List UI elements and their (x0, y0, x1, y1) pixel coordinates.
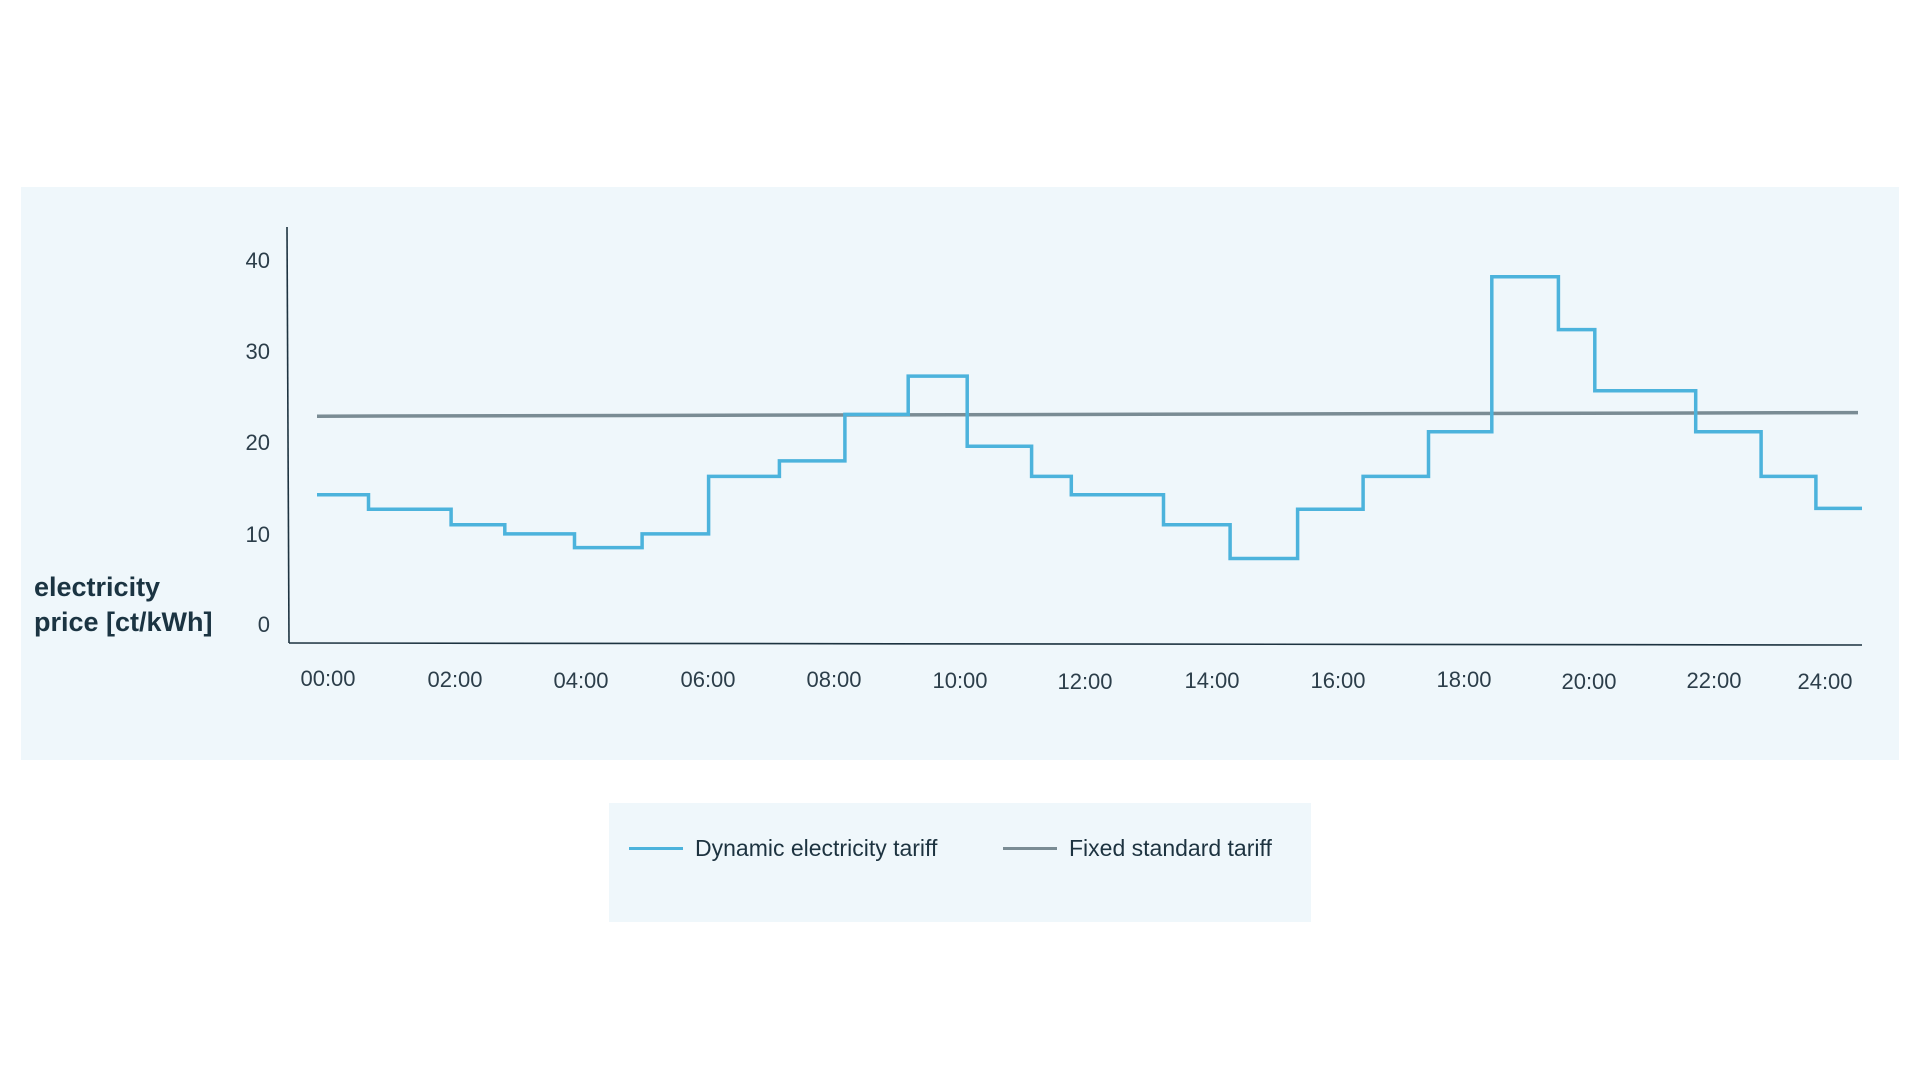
y-tick-label: 20 (245, 430, 270, 455)
y-tick-label: 0 (257, 612, 270, 637)
legend-label-dynamic: Dynamic electricity tariff (695, 835, 938, 861)
dynamic-tariff-swatch-icon (629, 847, 683, 850)
legend-item-fixed: Fixed standard tariff (1003, 835, 1272, 862)
x-tick-label: 06:00 (680, 667, 736, 692)
x-tick-label: 04:00 (553, 668, 609, 693)
x-tick-label: 16:00 (1310, 668, 1366, 693)
y-axis-label: electricity price [ct/kWh] (34, 570, 213, 640)
x-tick-label: 02:00 (427, 667, 483, 692)
x-tick-label: 22:00 (1686, 668, 1742, 693)
chart-panel (21, 187, 1899, 760)
x-tick-label: 14:00 (1184, 668, 1240, 693)
y-axis-label-line-2: price [ct/kWh] (34, 607, 213, 637)
x-tick-label: 24:00 (1797, 669, 1853, 694)
y-tick-label: 10 (245, 522, 270, 547)
x-tick-label: 08:00 (806, 667, 862, 692)
x-tick-label: 12:00 (1057, 669, 1113, 694)
dynamic-tariff-line (317, 274, 1862, 561)
x-tick-label: 18:00 (1436, 667, 1492, 692)
x-tick-label: 10:00 (932, 668, 988, 693)
fixed-tariff-line (316, 410, 1859, 418)
y-tick-label: 30 (245, 339, 270, 364)
legend-item-dynamic: Dynamic electricity tariff (629, 835, 937, 862)
y-axis (286, 226, 290, 644)
chart-legend: Dynamic electricity tariff Fixed standar… (609, 803, 1311, 922)
fixed-tariff-swatch-icon (1003, 847, 1057, 850)
x-axis (288, 642, 1863, 646)
x-tick-label: 20:00 (1561, 669, 1617, 694)
x-tick-label: 00:00 (300, 666, 356, 691)
y-axis-label-line-1: electricity (34, 572, 161, 602)
legend-label-fixed: Fixed standard tariff (1069, 835, 1272, 861)
y-tick-label: 40 (245, 248, 270, 273)
